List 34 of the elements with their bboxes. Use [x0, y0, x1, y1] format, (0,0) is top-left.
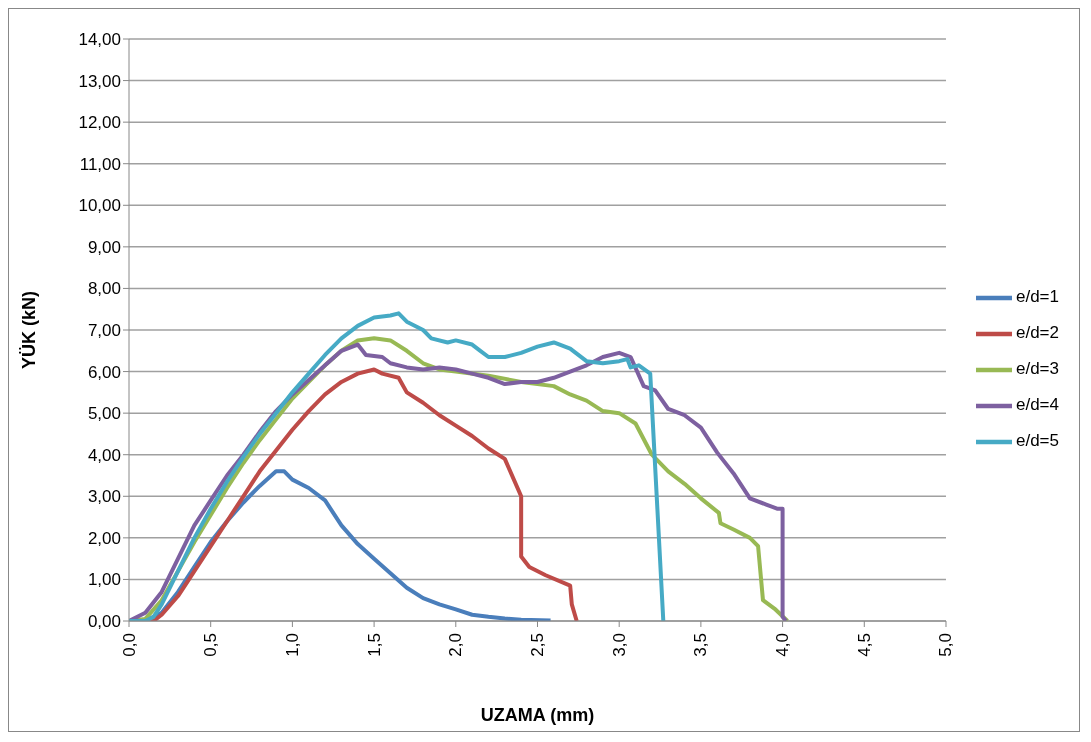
- x-tick-label: 3,5: [691, 633, 711, 657]
- x-axis-title: UZAMA (mm): [480, 705, 595, 725]
- y-tick-label: 8,00: [87, 279, 121, 299]
- legend-label: e/d=2: [1015, 323, 1059, 343]
- y-tick-label: 2,00: [87, 528, 121, 548]
- x-tick-label: 2,5: [527, 633, 547, 657]
- x-tick-label: 2,0: [446, 633, 466, 657]
- y-tick-label: 6,00: [87, 362, 121, 382]
- legend-label: e/d=3: [1015, 359, 1059, 379]
- y-tick-label: 11,00: [79, 154, 121, 174]
- y-tick-label: 7,00: [87, 321, 121, 341]
- x-tick-label: 0,0: [119, 633, 139, 657]
- x-tick-label: 1,0: [282, 633, 302, 657]
- y-tick-label: 13,00: [78, 71, 121, 91]
- x-tick-label: 4,5: [854, 633, 874, 657]
- y-tick-label: 1,00: [87, 570, 121, 590]
- legend-label: e/d=5: [1015, 431, 1059, 451]
- x-tick-label: 0,5: [201, 633, 221, 657]
- y-tick-label: 4,00: [87, 445, 121, 465]
- y-tick-label: 0,00: [87, 612, 121, 632]
- y-axis-title: YÜK (kN): [19, 290, 40, 370]
- x-tick-label: 1,5: [364, 633, 384, 657]
- y-tick-label: 12,00: [78, 113, 121, 133]
- legend-label: e/d=1: [1015, 287, 1059, 307]
- line-series: [129, 311, 666, 621]
- y-tick-label: 5,00: [87, 404, 121, 424]
- x-tick-label: 3,0: [609, 633, 629, 657]
- x-tick-label: 4,0: [773, 633, 793, 657]
- y-tick-label: 9,00: [87, 237, 121, 257]
- x-tick-label: 5,0: [936, 633, 956, 657]
- y-tick-label: 10,00: [78, 196, 121, 216]
- y-tick-label: 3,00: [87, 487, 121, 507]
- y-tick-label: 14,00: [78, 30, 121, 50]
- legend-label: e/d=4: [1015, 395, 1059, 415]
